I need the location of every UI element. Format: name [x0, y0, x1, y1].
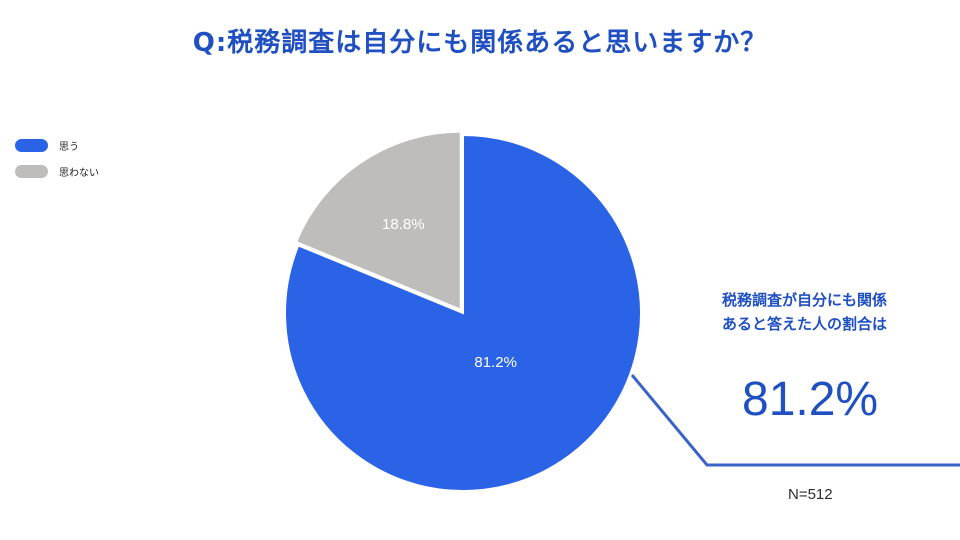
legend-label-yes: 思う	[59, 141, 79, 153]
legend-swatch-yes	[15, 138, 48, 152]
callout-line-1: 税務調査が自分にも関係	[722, 291, 888, 309]
pie-label-no: 18.8%	[382, 216, 425, 233]
callout-leader-line	[630, 374, 960, 467]
pie-label-yes: 81.2%	[474, 354, 517, 371]
sample-size: N=512	[788, 486, 833, 503]
callout-text: 税務調査が自分にも関係 あると答えた人の割合は	[722, 288, 952, 336]
pie-slice-yes	[284, 133, 642, 492]
legend: 思う 思わない	[15, 132, 99, 184]
callout-value: 81.2%	[742, 373, 879, 426]
legend-swatch-no	[15, 164, 48, 178]
pie-slice-no	[294, 130, 462, 312]
callout-line-2: あると答えた人の割合は	[722, 315, 888, 333]
legend-label-no: 思わない	[59, 167, 99, 179]
chart-title: Q:税務調査は自分にも関係あると思いますか？	[192, 28, 768, 58]
legend-item-yes: 思う	[15, 132, 99, 158]
legend-item-no: 思わない	[15, 158, 99, 184]
